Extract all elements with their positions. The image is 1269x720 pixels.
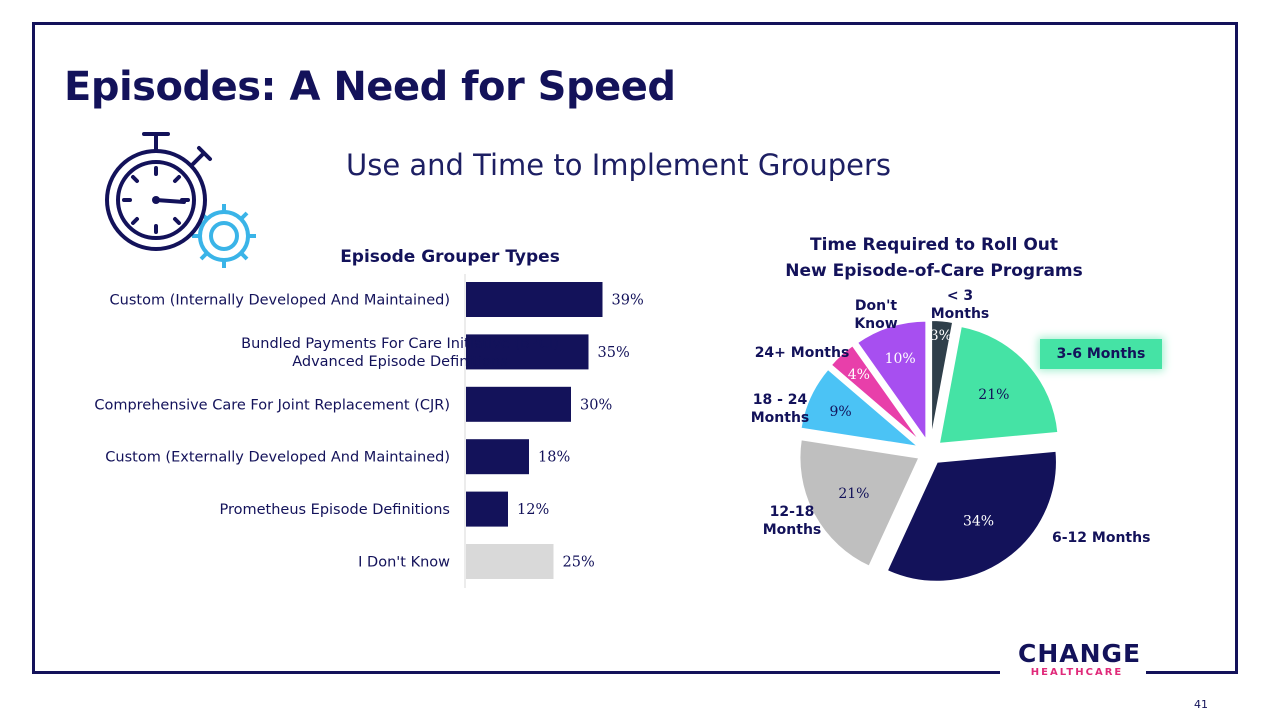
pie-value-label: 9% <box>829 404 851 420</box>
pie-value-label: 34% <box>963 514 994 530</box>
bar-value-label: 39% <box>612 293 644 309</box>
pie-slice-5 <box>799 367 923 449</box>
pie-slice-3 <box>885 449 1058 583</box>
pie-category-label: Know <box>854 316 897 332</box>
bar-4 <box>466 439 529 475</box>
pie-value-label: 10% <box>885 351 916 367</box>
bar-2 <box>466 334 589 370</box>
bar-1 <box>466 282 603 317</box>
pie-value-label: 21% <box>978 387 1009 403</box>
legend-3-6-months: 3-6 Months <box>1040 339 1162 369</box>
pie-slice-4 <box>798 438 921 569</box>
bar-category-label: Comprehensive Care For Joint Replacement… <box>94 397 450 413</box>
stopwatch-gear-icon <box>105 132 256 268</box>
bar-category-label: Bundled Payments For Care Initiative (BP… <box>241 336 559 352</box>
bar-value-label: 35% <box>598 345 630 361</box>
page-number: 41 <box>1194 698 1208 711</box>
logo-sub: HEALTHCARE <box>1030 667 1124 678</box>
pie-category-label: 12-18 <box>770 504 815 520</box>
pie-category-label: < 3 <box>947 288 973 304</box>
episode-grouper-bar-chart: Episode Grouper Types Custom (Internally… <box>94 247 644 588</box>
bar-6 <box>466 544 554 579</box>
bar-category-label: I Don't Know <box>358 555 450 571</box>
pie-chart-title: New Episode-of-Care Programs <box>785 261 1083 281</box>
pie-category-label: Months <box>931 306 990 322</box>
pie-category-label: Don't <box>855 298 897 314</box>
logo-main: CHANGE <box>1018 639 1142 668</box>
pie-slice-6 <box>829 343 923 444</box>
bar-category-label: Prometheus Episode Definitions <box>219 502 450 518</box>
bar-category-label: Custom (Externally Developed And Maintai… <box>105 450 450 466</box>
change-healthcare-logo: CHANGE HEALTHCARE <box>1018 639 1142 679</box>
bar-3 <box>466 386 571 422</box>
pie-slice-1 <box>930 319 955 441</box>
rollout-time-pie-chart: Time Required to Roll Out New Episode-of-… <box>751 235 1150 583</box>
pie-slice-2 <box>937 324 1060 446</box>
pie-slice-7 <box>855 319 928 444</box>
bar-value-label: 25% <box>563 555 595 571</box>
pie-category-label: Months <box>763 522 822 538</box>
slide-subtitle: Use and Time to Implement Groupers <box>346 148 892 182</box>
pie-category-label: 6-12 Months <box>1052 530 1150 546</box>
pie-category-label: 24+ Months <box>755 345 850 361</box>
pie-category-label: Months <box>751 410 810 426</box>
pie-chart-title: Time Required to Roll Out <box>810 235 1058 255</box>
bar-value-label: 30% <box>580 397 612 413</box>
slide-frame <box>32 22 1238 674</box>
slide-title: Episodes: A Need for Speed <box>64 64 676 110</box>
pie-value-label: 4% <box>848 367 870 383</box>
bar-category-label: Advanced Episode Definitions <box>292 354 508 370</box>
pie-category-label: 18 - 24 <box>753 392 808 408</box>
pie-value-label: 21% <box>838 486 869 502</box>
bar-category-label: Custom (Internally Developed And Maintai… <box>110 293 450 309</box>
bar-chart-title: Episode Grouper Types <box>340 247 560 267</box>
bar-value-label: 12% <box>517 502 549 518</box>
frame-gap <box>1000 670 1146 678</box>
bar-value-label: 18% <box>538 450 570 466</box>
bar-5 <box>466 491 508 527</box>
pie-value-label: 3% <box>930 328 952 344</box>
